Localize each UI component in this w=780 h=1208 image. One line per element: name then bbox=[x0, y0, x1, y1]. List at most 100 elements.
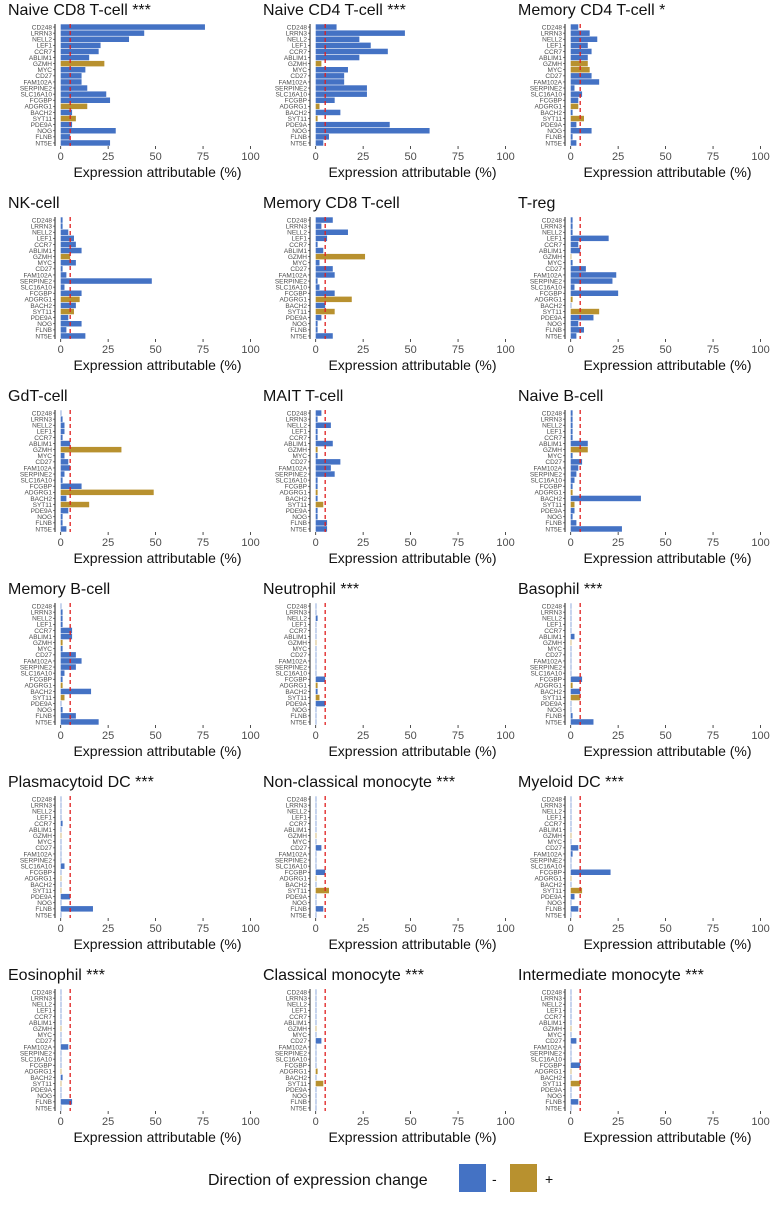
gene-label: NT5E bbox=[35, 333, 52, 340]
bar-ablim1 bbox=[570, 54, 588, 61]
gene-label: NOG bbox=[547, 514, 562, 521]
gene-label: FLNB bbox=[35, 327, 52, 334]
gene-label: SYT11 bbox=[543, 695, 563, 702]
gene-label: SYT11 bbox=[33, 502, 53, 509]
bar-nt5e bbox=[570, 1105, 572, 1111]
gene-label: ADGRG1 bbox=[280, 1069, 308, 1076]
x-tick-label: 50 bbox=[404, 1116, 416, 1128]
gene-label: NELL2 bbox=[32, 1002, 52, 1009]
gene-label: CD27 bbox=[290, 652, 307, 659]
bar-nt5e bbox=[60, 140, 111, 146]
bar-fam102a bbox=[60, 851, 62, 857]
bar-lrrn3 bbox=[315, 30, 405, 36]
bar-fcgbp bbox=[60, 869, 62, 875]
gene-label: SLC16A10 bbox=[21, 670, 53, 677]
gene-label: FLNB bbox=[290, 327, 307, 334]
bar-nt5e bbox=[315, 140, 324, 146]
gene-label: LRRN3 bbox=[541, 416, 563, 423]
gene-label: NELL2 bbox=[542, 230, 562, 237]
bar-gzmh bbox=[60, 639, 63, 646]
panel-title: Non-classical monocyte *** bbox=[263, 774, 455, 791]
bar-syt11 bbox=[315, 887, 329, 894]
gene-label: SERPINE2 bbox=[275, 85, 308, 92]
bar-nog bbox=[60, 1093, 62, 1099]
gene-label: FLNB bbox=[545, 134, 562, 141]
bar-lef1 bbox=[60, 235, 74, 242]
x-tick-label: 100 bbox=[751, 730, 769, 742]
bar-lrrn3 bbox=[315, 995, 317, 1001]
bar-nt5e bbox=[315, 719, 317, 725]
bar-gzmh bbox=[315, 832, 317, 839]
bar-myc bbox=[60, 646, 63, 652]
gene-label: FAM102A bbox=[533, 851, 562, 858]
bar-pde9a bbox=[60, 314, 69, 321]
gene-label: NOG bbox=[37, 128, 52, 135]
x-tick-label: 0 bbox=[568, 344, 574, 356]
bar-nog bbox=[315, 321, 318, 327]
gene-label: NT5E bbox=[545, 719, 562, 726]
bar-nell2 bbox=[60, 615, 63, 621]
gene-label: CCR7 bbox=[544, 628, 562, 635]
gene-label: NOG bbox=[547, 707, 562, 714]
bar-slc16a10 bbox=[570, 91, 583, 97]
bar-ablim1 bbox=[60, 54, 90, 61]
bar-nog bbox=[570, 514, 573, 520]
bar-bach2 bbox=[315, 1074, 317, 1081]
gene-label: PDE9A bbox=[541, 701, 563, 708]
bar-syt11 bbox=[60, 115, 76, 122]
x-tick-label: 25 bbox=[102, 730, 114, 742]
gene-label: NT5E bbox=[290, 140, 307, 147]
gene-label: NT5E bbox=[35, 719, 52, 726]
bar-adgrg1 bbox=[60, 296, 80, 303]
x-tick-label: 100 bbox=[496, 730, 514, 742]
bar-gzmh bbox=[315, 639, 317, 646]
gene-label: SERPINE2 bbox=[20, 1050, 53, 1057]
gene-label: PDE9A bbox=[31, 1087, 53, 1094]
panel-5: T-reg CD248LRRN3NELL2LEF1CCR7ABLIM1GZMHMY… bbox=[518, 195, 770, 373]
gene-label: BACH2 bbox=[285, 496, 307, 503]
bar-fam102a bbox=[570, 851, 573, 857]
bar-adgrg1 bbox=[570, 682, 573, 689]
bar-slc16a10 bbox=[315, 477, 318, 483]
bar-fam102a bbox=[570, 658, 572, 664]
bar-ablim1 bbox=[570, 1019, 572, 1026]
panel-11: Basophil *** CD248LRRN3NELL2LEF1CCR7ABLIM… bbox=[518, 581, 770, 759]
gene-label: FLNB bbox=[290, 134, 307, 141]
gene-label: CD248 bbox=[542, 410, 563, 417]
x-tick-label: 0 bbox=[313, 344, 319, 356]
gene-label: ADGRG1 bbox=[280, 876, 308, 883]
bar-flnb bbox=[570, 906, 579, 912]
x-tick-label: 50 bbox=[404, 730, 416, 742]
gene-label: PDE9A bbox=[286, 894, 308, 901]
bar-flnb bbox=[60, 713, 76, 719]
x-tick-label: 0 bbox=[313, 923, 319, 935]
gene-label: ADGRG1 bbox=[535, 1069, 563, 1076]
bar-slc16a10 bbox=[315, 284, 320, 290]
bar-serpine2 bbox=[570, 857, 572, 863]
gene-label: CD27 bbox=[290, 73, 307, 80]
bar-nell2 bbox=[570, 615, 572, 621]
panel-title: Naive CD4 T-cell *** bbox=[263, 2, 406, 19]
x-tick-label: 25 bbox=[612, 1116, 624, 1128]
bar-syt11 bbox=[60, 887, 62, 894]
gene-label: SERPINE2 bbox=[530, 857, 563, 864]
bar-nog bbox=[315, 707, 317, 713]
gene-label: CD248 bbox=[287, 410, 308, 417]
gene-label: LEF1 bbox=[291, 1008, 307, 1015]
panel-title: GdT-cell bbox=[8, 388, 68, 405]
gene-label: PDE9A bbox=[31, 122, 53, 129]
bar-myc bbox=[315, 839, 317, 845]
x-tick-label: 25 bbox=[357, 1116, 369, 1128]
panel-17: Intermediate monocyte *** CD248LRRN3NELL2… bbox=[518, 967, 770, 1145]
gene-label: SERPINE2 bbox=[20, 278, 53, 285]
gene-label: LEF1 bbox=[546, 43, 562, 50]
gene-label: MYC bbox=[548, 646, 563, 653]
gene-label: MYC bbox=[548, 453, 563, 460]
panel-title: Naive B-cell bbox=[518, 388, 603, 405]
bar-ablim1 bbox=[570, 247, 581, 254]
gene-label: MYC bbox=[38, 453, 53, 460]
gene-label: ADGRG1 bbox=[535, 297, 563, 304]
gene-label: LRRN3 bbox=[31, 223, 53, 230]
x-tick-label: 100 bbox=[496, 537, 514, 549]
gene-label: MYC bbox=[293, 839, 308, 846]
